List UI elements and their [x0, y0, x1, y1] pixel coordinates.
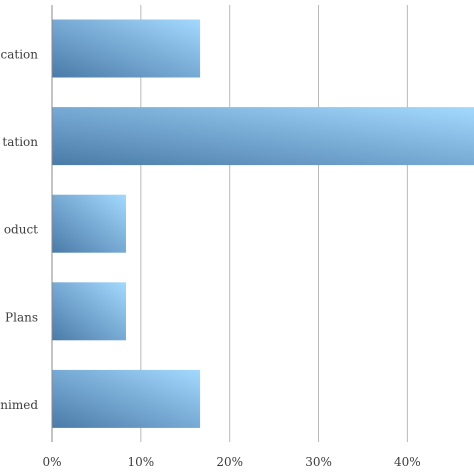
bar-tation — [52, 107, 474, 166]
labels: ication tation oduct Plans nimed 0% 10% 20% 30% 4… — [0, 48, 421, 470]
category-label: tation — [2, 135, 38, 149]
x-tick-label: 20% — [216, 455, 243, 469]
x-tick-label: 40% — [394, 455, 421, 469]
bar-ication — [52, 19, 201, 78]
x-tick-label: 0% — [42, 455, 61, 469]
category-label: Plans — [5, 310, 38, 324]
category-label: ication — [0, 48, 38, 62]
category-label: oduct — [4, 223, 38, 237]
bar-nimed — [52, 369, 201, 428]
gridlines — [140, 5, 408, 442]
category-label: nimed — [0, 398, 38, 412]
bar-oduct — [52, 194, 127, 253]
bars — [52, 19, 474, 428]
x-tick-label: 10% — [128, 455, 155, 469]
bar-plans — [52, 282, 127, 341]
x-tick-label: 30% — [305, 455, 332, 469]
